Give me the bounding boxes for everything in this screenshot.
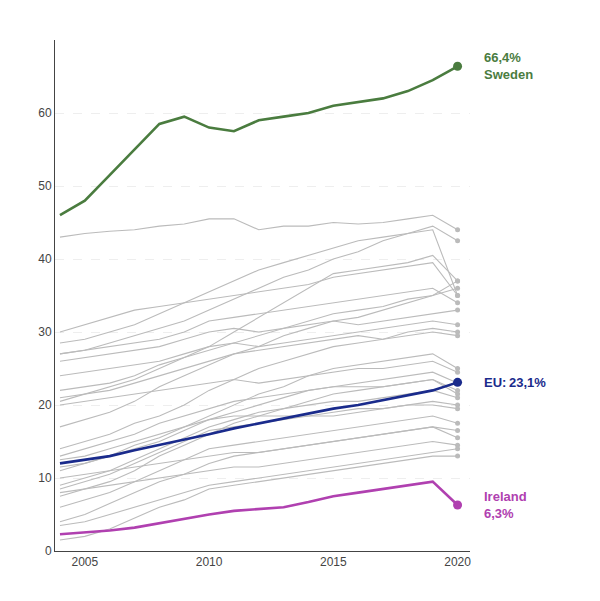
svg-text:30: 30 [38,325,52,339]
svg-text:10: 10 [38,471,52,485]
svg-text:2015: 2015 [320,555,347,569]
svg-text:20: 20 [38,398,52,412]
svg-text:2005: 2005 [71,555,98,569]
svg-text:2010: 2010 [196,555,223,569]
svg-text:Ireland6,3%: Ireland6,3% [484,489,527,521]
svg-text:2020: 2020 [444,555,471,569]
svg-text:60: 60 [38,106,52,120]
svg-text:66,4%Sweden: 66,4%Sweden [484,50,533,82]
svg-text:50: 50 [38,179,52,193]
svg-text:EU: 23,1%: EU: 23,1% [484,375,546,390]
svg-text:40: 40 [38,252,52,266]
svg-text:0: 0 [45,544,52,558]
